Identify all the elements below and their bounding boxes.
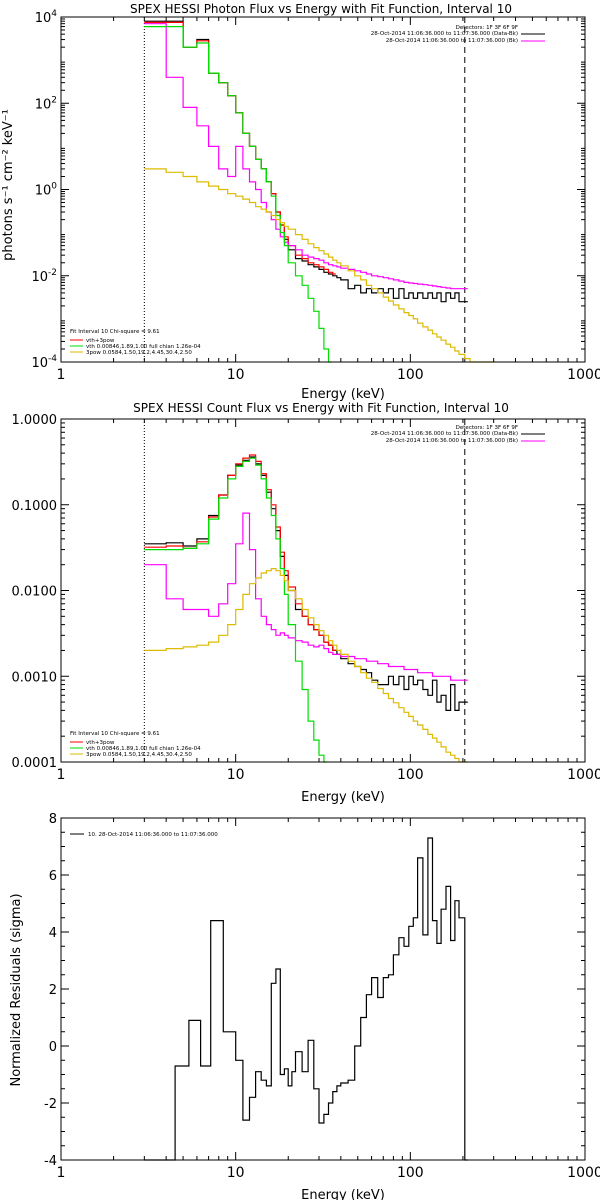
photon-x-tick-label: 100 xyxy=(397,367,424,383)
photon-x-tick-label: 1 xyxy=(57,367,66,383)
photon-legend-data: 28-Oct-2014 11:06:36.000 to 11:07:36.000… xyxy=(371,31,518,37)
residuals-x-tick-label: 10 xyxy=(227,1165,245,1181)
count-series-3-line xyxy=(144,457,327,763)
photon-flux-xlabel: Energy (keV) xyxy=(301,387,385,402)
residuals-y-tick-label: 2 xyxy=(49,983,57,998)
photon-series-4-line xyxy=(144,168,495,363)
count-fit-legend: Fit Interval 10 Chi-square = 9.61 vth+3p… xyxy=(70,731,201,758)
count-x-tick-label: 10 xyxy=(227,767,245,783)
count-y-tick-label: 0.1000 xyxy=(12,499,58,514)
photon-flux-ylabel: photons s⁻¹ cm⁻² keV⁻¹ xyxy=(1,109,16,261)
count-flux-xlabel: Energy (keV) xyxy=(301,790,385,805)
photon-flux-title: SPEX HESSI Photon Flux vs Energy with Fi… xyxy=(130,2,512,16)
photon-y-tick-label: 10-2 xyxy=(31,268,57,285)
photon-fit-legend-3pow: 3pow 0.0584,1.50,19.2,4.45,30.4,2.50 xyxy=(86,350,192,356)
count-x-tick-label: 100 xyxy=(397,767,424,783)
photon-fit-legend-title: Fit Interval 10 Chi-square = 9.61 xyxy=(70,329,160,335)
count-y-tick-label: 0.0010 xyxy=(12,670,58,685)
count-y-tick-label: 1.0000 xyxy=(12,413,58,428)
photon-y-tick-label: 102 xyxy=(35,95,57,112)
count-series-2-line xyxy=(144,512,468,681)
residuals-panel: Energy (keV) Normalized Residuals (sigma… xyxy=(9,812,600,1200)
residuals-y-tick-label: -4 xyxy=(44,1154,57,1169)
residuals-ylabel: Normalized Residuals (sigma) xyxy=(9,893,24,1086)
photon-fit-legend-vth3pow: vth+3pow xyxy=(86,338,115,344)
residuals-y-tick-label: 6 xyxy=(49,869,57,884)
count-series-1-line xyxy=(144,454,336,651)
residuals-series-0-line xyxy=(144,837,468,1161)
photon-legend-detectors: Detectors: 1F 3F 6F 9F xyxy=(456,25,518,31)
count-flux-panel: SPEX HESSI Count Flux vs Energy with Fit… xyxy=(12,401,600,805)
residuals-xlabel: Energy (keV) xyxy=(301,1188,385,1200)
residuals-y-tick-label: -2 xyxy=(44,1097,57,1112)
residuals-x-tick-label: 1000 xyxy=(567,1165,600,1181)
count-y-tick-label: 0.0100 xyxy=(12,585,58,600)
photon-y-tick-label: 100 xyxy=(35,182,58,199)
photon-fit-legend: Fit Interval 10 Chi-square = 9.61 vth+3p… xyxy=(70,329,201,356)
photon-y-tick-label: 10-4 xyxy=(31,354,57,371)
count-legend-detectors: Detectors: 1F 3F 6F 9F xyxy=(456,425,518,431)
photon-x-tick-label: 10 xyxy=(227,367,245,383)
photon-series-3-line xyxy=(144,26,332,363)
photon-series-2-line xyxy=(144,23,468,290)
photon-legend-bk: 28-Oct-2014 11:06:36.000 to 11:07:36.000… xyxy=(386,38,518,44)
residuals-legend-text: 10. 28-Oct-2014 11:06:36.000 to 11:07:36… xyxy=(88,832,218,838)
count-legend-data: 28-Oct-2014 11:06:36.000 to 11:07:36.000… xyxy=(371,431,518,437)
residuals-x-tick-label: 1 xyxy=(57,1165,66,1181)
photon-y-tick-label: 104 xyxy=(35,9,58,26)
photon-top-legend: Detectors: 1F 3F 6F 9F 28-Oct-2014 11:06… xyxy=(371,25,545,44)
count-top-legend: Detectors: 1F 3F 6F 9F 28-Oct-2014 11:06… xyxy=(371,425,545,444)
count-x-tick-label: 1 xyxy=(57,767,66,783)
count-legend-bk: 28-Oct-2014 11:06:36.000 to 11:07:36.000… xyxy=(386,438,518,444)
count-x-tick-label: 1000 xyxy=(567,767,600,783)
residuals-legend: 10. 28-Oct-2014 11:06:36.000 to 11:07:36… xyxy=(70,832,218,838)
count-series-4-line xyxy=(144,568,468,763)
count-fit-legend-title: Fit Interval 10 Chi-square = 9.61 xyxy=(70,731,160,737)
photon-fit-legend-vth: vth 0.00846,1.89,1.00 full chian 1.26e-0… xyxy=(86,344,201,350)
count-fit-legend-vth3pow: vth+3pow xyxy=(86,740,115,746)
residuals-y-tick-label: 8 xyxy=(49,812,57,827)
count-fit-legend-vth: vth 0.00846,1.89,1.00 full chian 1.26e-0… xyxy=(86,746,201,752)
count-fit-legend-3pow: 3pow 0.0584,1.50,19.2,4.45,30.4,2.50 xyxy=(86,752,192,758)
photon-x-tick-label: 1000 xyxy=(567,367,600,383)
count-y-tick-label: 0.0001 xyxy=(12,756,58,771)
residuals-y-tick-label: 0 xyxy=(49,1040,57,1055)
residuals-y-tick-label: 4 xyxy=(49,926,57,941)
count-flux-title: SPEX HESSI Count Flux vs Energy with Fit… xyxy=(133,401,509,415)
residuals-x-tick-label: 100 xyxy=(397,1165,424,1181)
photon-flux-panel: SPEX HESSI Photon Flux vs Energy with Fi… xyxy=(1,2,600,402)
